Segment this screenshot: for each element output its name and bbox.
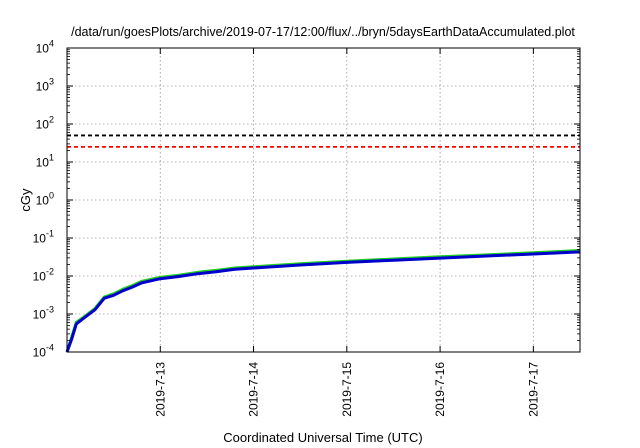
y-axis-label: cGy <box>18 188 33 212</box>
x-tick-label: 2019-7-16 <box>433 362 447 417</box>
y-tick-label: 101 <box>36 153 54 170</box>
x-tick-label: 2019-7-13 <box>153 362 167 417</box>
y-tick-label: 10-3 <box>33 305 54 322</box>
series-lines <box>65 249 581 353</box>
y-tick-label: 102 <box>36 115 54 132</box>
x-axis-ticks: 2019-7-13 2019-7-14 2019-7-15 2019-7-16 2019… <box>153 48 540 417</box>
y-tick-label: 10-1 <box>33 229 54 246</box>
y-tick-label: 100 <box>36 191 54 208</box>
series-line <box>65 249 581 353</box>
chart-title: /data/run/goesPlots/archive/2019-07-17/1… <box>71 25 575 39</box>
threshold-lines <box>67 134 580 148</box>
y-axis-ticks: 10-4 10-3 10-2 10-1 100 101 102 103 104 <box>33 39 580 360</box>
series-line <box>65 250 581 353</box>
x-tick-label: 2019-7-17 <box>526 362 540 417</box>
y-tick-label: 104 <box>36 39 54 56</box>
y-tick-label: 10-4 <box>33 343 54 360</box>
y-tick-label: 10-2 <box>33 267 54 284</box>
x-axis-label: Coordinated Universal Time (UTC) <box>223 430 422 445</box>
x-tick-label: 2019-7-14 <box>247 362 261 417</box>
grid <box>67 48 580 352</box>
y-tick-label: 103 <box>36 77 54 94</box>
x-tick-label: 2019-7-15 <box>340 362 354 417</box>
